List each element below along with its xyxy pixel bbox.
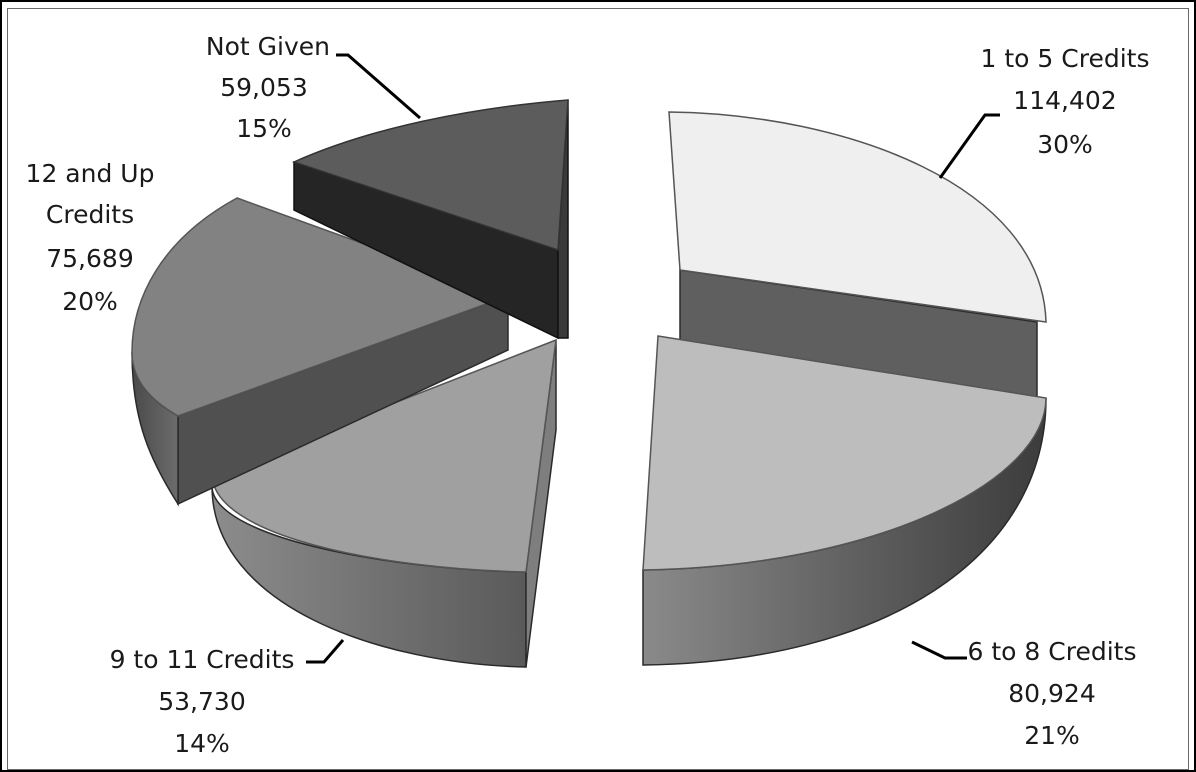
- label-1-to-5-credits-value: 114,402: [1013, 86, 1116, 115]
- slice-6-to-8-credits: [642, 335, 1047, 666]
- label-6-to-8-credits-name: 6 to 8 Credits: [968, 637, 1137, 666]
- slice-1-to-5-credits: [668, 111, 1047, 399]
- label-9-to-11-credits-name: 9 to 11 Credits: [110, 645, 295, 674]
- label-1-to-5-credits-percent: 30%: [1037, 130, 1093, 159]
- label-6-to-8-credits-percent: 21%: [1024, 721, 1080, 750]
- label-12-and-up-credits-value: 75,689: [46, 244, 133, 273]
- label-1-to-5-credits-name: 1 to 5 Credits: [981, 44, 1150, 73]
- slice-1-to-5-credits-top: [668, 111, 1047, 323]
- slice-not-given: [291, 99, 569, 340]
- data-labels: Not Given 59,053 15% 1 to 5 Credits 114,…: [26, 32, 1150, 758]
- label-6-to-8-credits-value: 80,924: [1008, 679, 1095, 708]
- label-not-given-value: 59,053: [220, 73, 307, 102]
- chart-area: [7, 8, 1189, 770]
- label-not-given-percent: 15%: [236, 114, 292, 143]
- label-12-and-up-credits-percent: 20%: [62, 287, 118, 316]
- leader-line-6-to-8-credits: [911, 640, 967, 660]
- label-9-to-11-credits-percent: 14%: [174, 729, 230, 758]
- label-not-given-name: Not Given: [206, 32, 330, 61]
- slice-not-given-top: [291, 99, 569, 252]
- slice-9-to-11-credits: [211, 338, 557, 668]
- label-12-and-up-credits-name-line2: Credits: [46, 200, 134, 229]
- slice-6-to-8-credits-top: [642, 335, 1047, 571]
- label-9-to-11-credits-value: 53,730: [158, 687, 245, 716]
- leader-line-1-to-5-credits: [938, 113, 1000, 179]
- leader-line-not-given: [336, 53, 421, 120]
- leader-line-9-to-11-credits: [306, 639, 345, 664]
- slice-12-and-up-credits-top: [131, 197, 511, 417]
- slice-12-and-up-credits: [131, 197, 511, 507]
- slice-9-to-11-credits-top: [211, 338, 557, 573]
- leader-lines: [306, 53, 1000, 664]
- label-12-and-up-credits-name-line1: 12 and Up: [26, 159, 155, 188]
